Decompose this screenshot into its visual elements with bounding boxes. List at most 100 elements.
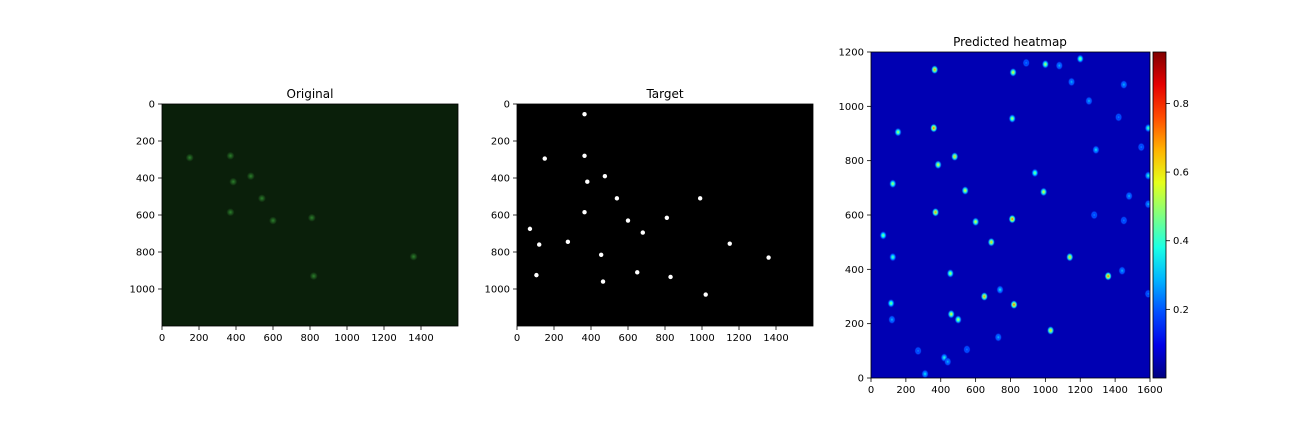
target-point bbox=[602, 173, 608, 179]
target-point bbox=[664, 215, 670, 220]
heatmap-peak bbox=[1120, 215, 1128, 226]
x-tick-label: 1400 bbox=[408, 333, 433, 344]
heatmap-peak bbox=[1065, 252, 1074, 262]
x-tick-label: 800 bbox=[300, 333, 319, 344]
x-tick-label: 400 bbox=[226, 333, 245, 344]
colorbar-tick-label: 0.6 bbox=[1173, 168, 1189, 179]
target-point bbox=[565, 239, 571, 245]
heatmap-peak bbox=[888, 179, 897, 189]
heatmap-peak bbox=[963, 344, 971, 355]
original-axes: 0 200 400 600 800 1000 1200 1400 0 200 400 600 800 10… bbox=[130, 100, 459, 344]
heatmap-peak bbox=[1137, 142, 1146, 152]
heatmap-peak bbox=[1076, 54, 1085, 64]
heatmap-peak bbox=[954, 314, 962, 325]
x-tick-label: 400 bbox=[581, 333, 600, 344]
heatmap-peak bbox=[914, 346, 922, 356]
heatmap-image bbox=[871, 52, 1150, 378]
x-tick-label: 600 bbox=[618, 333, 637, 344]
x-tick-label: 1000 bbox=[1033, 385, 1058, 396]
x-tick-label: 1200 bbox=[1068, 385, 1093, 396]
heatmap-peak bbox=[980, 291, 989, 302]
panel-title-target: Target bbox=[645, 87, 683, 101]
x-tick-label: 200 bbox=[544, 333, 563, 344]
target-point bbox=[582, 111, 587, 117]
heatmap-peak bbox=[1067, 77, 1076, 87]
y-tick-label: 600 bbox=[845, 211, 864, 222]
heatmap-peak bbox=[996, 285, 1004, 295]
y-tick-label: 600 bbox=[491, 211, 510, 222]
x-tick-label: 800 bbox=[655, 333, 674, 344]
heatmap-peak bbox=[1022, 58, 1030, 68]
colorbar-tick-label: 0.8 bbox=[1173, 99, 1189, 110]
panel-title-predicted-heatmap: Predicted heatmap bbox=[953, 35, 1067, 49]
y-tick-label: 400 bbox=[491, 174, 510, 185]
heatmap-peak bbox=[961, 185, 969, 196]
heatmap-peak bbox=[946, 268, 955, 279]
y-tick-label: 400 bbox=[136, 174, 155, 185]
heatmap-peak bbox=[987, 237, 996, 247]
heatmap-peak bbox=[1046, 325, 1055, 336]
heatmap-peak bbox=[888, 314, 896, 325]
y-tick-label: 1000 bbox=[130, 285, 155, 296]
target-image bbox=[517, 104, 813, 326]
x-tick-label: 1200 bbox=[371, 333, 396, 344]
x-tick-label: 1400 bbox=[1102, 385, 1127, 396]
heatmap-peak bbox=[1144, 199, 1150, 209]
heatmap-peak bbox=[1092, 145, 1100, 155]
y-tick-label: 200 bbox=[136, 137, 155, 148]
x-tick-label: 200 bbox=[189, 333, 208, 344]
colorbar-tick-label: 0.2 bbox=[1173, 305, 1189, 316]
original-cell-spot bbox=[269, 216, 277, 225]
heatmap-peak bbox=[1090, 210, 1098, 220]
heatmap-peak bbox=[1039, 187, 1048, 197]
heatmap-peak bbox=[1114, 112, 1123, 122]
target-point bbox=[697, 196, 703, 201]
x-tick-label: 200 bbox=[896, 385, 915, 396]
x-tick-label: 1600 bbox=[1137, 385, 1162, 396]
y-tick-label: 200 bbox=[491, 137, 510, 148]
x-tick-label: 800 bbox=[1001, 385, 1020, 396]
heatmap-peak bbox=[1041, 59, 1050, 69]
heatmap-peak bbox=[971, 217, 980, 227]
x-tick-label: 0 bbox=[514, 333, 520, 344]
original-cell-spot bbox=[185, 153, 194, 162]
y-tick-label: 1000 bbox=[839, 102, 864, 113]
target-point bbox=[668, 274, 673, 280]
target-point bbox=[598, 252, 604, 257]
original-cell-spot bbox=[229, 177, 238, 186]
heatmap-peak bbox=[894, 127, 902, 137]
heatmap-peak bbox=[1144, 289, 1150, 299]
target-point bbox=[600, 279, 606, 284]
y-tick-label: 1200 bbox=[839, 48, 864, 59]
y-tick-label: 0 bbox=[504, 100, 510, 111]
target-point bbox=[640, 230, 645, 235]
heatmap-peak bbox=[1104, 271, 1112, 281]
original-cell-spot bbox=[246, 172, 255, 181]
target-point bbox=[582, 210, 587, 215]
target-point bbox=[635, 270, 640, 275]
heatmap-peak bbox=[1144, 171, 1150, 181]
colorbar-tick-label: 0.4 bbox=[1173, 236, 1189, 247]
target-axes: 0 200 400 600 800 1000 1200 1400 0 200 400 600 800 10… bbox=[485, 100, 814, 344]
y-tick-label: 600 bbox=[136, 211, 155, 222]
heatmap-peak bbox=[1120, 80, 1128, 90]
x-tick-label: 1000 bbox=[689, 333, 714, 344]
colorbar: 0.2 0.4 0.6 0.8 bbox=[1152, 51, 1189, 379]
panel-title-original: Original bbox=[287, 87, 334, 101]
heatmap-axes: 0 200 400 600 800 1000 1200 1400 1600 0 200 400 600 8… bbox=[839, 48, 1163, 397]
heatmap-peak bbox=[1008, 113, 1017, 124]
x-tick-label: 0 bbox=[159, 333, 165, 344]
panel-predicted-heatmap: Predicted heatmap 0 200 400 600 800 1000 1200 1… bbox=[839, 35, 1189, 396]
heatmap-peak bbox=[930, 65, 939, 75]
original-image bbox=[162, 104, 458, 326]
heatmap-peak bbox=[931, 207, 940, 217]
colorbar-gradient bbox=[1152, 51, 1167, 379]
panel-original: Original 0 200 400 600 800 1000 1200 1400 0 200 40… bbox=[130, 87, 459, 344]
x-tick-label: 1400 bbox=[763, 333, 788, 344]
y-tick-label: 800 bbox=[491, 248, 510, 259]
x-tick-label: 1200 bbox=[726, 333, 751, 344]
heatmap-peak bbox=[1125, 191, 1133, 201]
y-tick-label: 200 bbox=[845, 319, 864, 330]
panel-target: Target 0 200 400 600 800 1000 1200 1400 0 200 400 6… bbox=[485, 87, 814, 344]
y-tick-label: 0 bbox=[149, 100, 155, 111]
